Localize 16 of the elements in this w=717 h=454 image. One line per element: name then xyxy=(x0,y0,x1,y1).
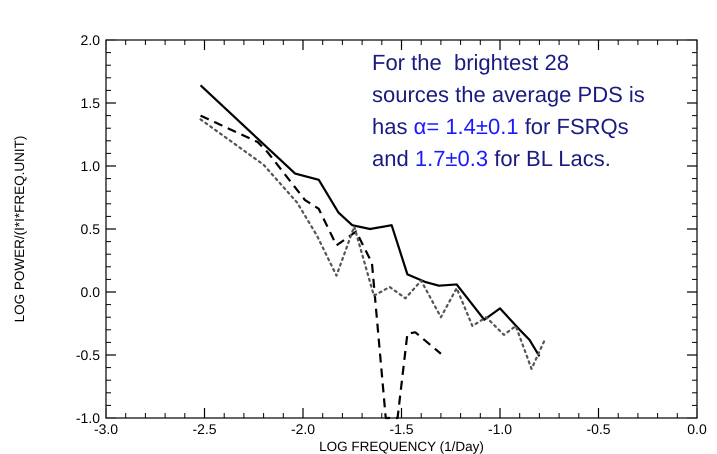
x-tick-label: 0.0 xyxy=(687,421,707,437)
x-tick-label: -2.5 xyxy=(192,421,217,437)
y-tick-label: -1.0 xyxy=(76,410,100,426)
y-tick-label: 0.5 xyxy=(80,221,100,237)
y-tick-label: 1.5 xyxy=(80,95,100,111)
y-tick-label: 0.0 xyxy=(80,284,100,300)
y-tick-label: -0.5 xyxy=(76,347,100,363)
x-tick-label: -1.0 xyxy=(488,421,512,437)
y-tick-label: 1.0 xyxy=(80,158,100,174)
text: For the brightest 28 sources the average PDS is has α= 1.4±0.1 for FSRQs and 1.7±0.3 for BL Lacs. xyxy=(372,50,645,171)
x-tick-label: -2.0 xyxy=(290,421,316,437)
x-axis-title: LOG FREQUENCY (1/Day) xyxy=(319,439,484,454)
y-axis-title: LOG POWER/(I*I*FREQ.UNIT) xyxy=(12,136,27,322)
x-tick-label: -1.5 xyxy=(389,421,414,437)
y-tick-label: 2.0 xyxy=(80,32,100,48)
x-tick-label: -0.5 xyxy=(586,421,611,437)
